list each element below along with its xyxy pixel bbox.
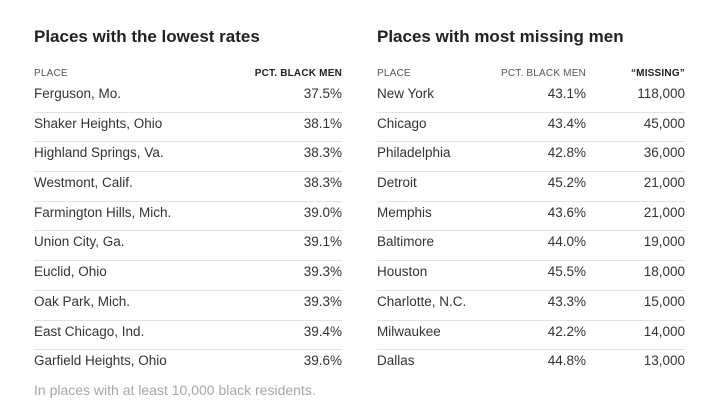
missing-cell: 45,000 [643, 115, 685, 131]
pct-black-men-cell: 39.0% [303, 204, 342, 220]
pct-black-men-cell: 39.1% [303, 234, 342, 250]
place-cell: Oak Park, Mich. [34, 293, 131, 309]
place-cell: Shaker Heights, Ohio [34, 115, 163, 131]
place-cell: Chicago [377, 115, 427, 131]
table-row: Garfield Heights, Ohio 39.6% [34, 349, 342, 379]
missing-cell: 36,000 [643, 145, 685, 161]
pct-black-men-cell: 45.2% [547, 175, 586, 191]
table-row: Shaker Heights, Ohio 38.1% [34, 111, 342, 142]
table-row: Farmington Hills, Mich. 39.0% [34, 200, 342, 231]
place-cell: Westmont, Calif. [34, 175, 133, 191]
lowest-rates-rows: Ferguson, Mo. 37.5% Shaker Heights, Ohio 38… [34, 83, 342, 379]
missing-men-table: Places with most missing men PLACE PCT. … [377, 26, 685, 379]
pct-black-men-cell: 43.6% [547, 204, 586, 220]
column-header-pct-black-men: PCT. BLACK MEN [500, 68, 586, 79]
place-cell: Garfield Heights, Ohio [34, 353, 167, 369]
missing-cell: 118,000 [637, 86, 685, 101]
missing-cell: 21,000 [643, 204, 685, 220]
place-cell: Detroit [377, 175, 417, 191]
pct-black-men-cell: 43.1% [547, 86, 586, 101]
pct-black-men-cell: 44.0% [547, 234, 586, 250]
lowest-rates-title: Places with the lowest rates [34, 27, 260, 46]
table-row: Westmont, Calif. 38.3% [34, 171, 342, 201]
missing-cell: 19,000 [643, 234, 685, 250]
place-cell: Charlotte, N.C. [377, 293, 467, 309]
table-row: Union City, Ga. 39.1% [34, 230, 342, 260]
table-row: Philadelphia 42.8% 36,000 [377, 141, 685, 171]
pct-black-men-cell: 43.3% [547, 293, 586, 309]
missing-cell: 13,000 [643, 353, 685, 369]
place-cell: East Chicago, Ind. [34, 323, 145, 339]
missing-cell: 21,000 [643, 175, 685, 191]
place-cell: Houston [377, 264, 428, 280]
table-row: Houston 45.5% 18,000 [377, 260, 685, 290]
place-cell: Baltimore [377, 234, 435, 250]
pct-black-men-cell: 44.8% [547, 353, 586, 369]
table-row: Dallas 44.8% 13,000 [377, 349, 685, 379]
table-row: Highland Springs, Va. 38.3% [34, 141, 342, 171]
place-cell: Euclid, Ohio [34, 264, 107, 280]
pct-black-men-cell: 39.3% [303, 293, 342, 309]
table-row: Charlotte, N.C. 43.3% 15,000 [377, 289, 685, 320]
pct-black-men-cell: 43.4% [547, 115, 586, 131]
lowest-rates-table: Places with the lowest rates PLACE PCT. … [34, 26, 342, 379]
table-row: Memphis 43.6% 21,000 [377, 200, 685, 231]
pct-black-men-cell: 38.1% [303, 115, 342, 131]
place-cell: Dallas [377, 353, 415, 369]
column-header-missing: “MISSING” [630, 68, 685, 79]
place-cell: Memphis [377, 204, 432, 220]
place-cell: New York [377, 86, 435, 101]
missing-men-title: Places with most missing men [377, 27, 624, 46]
pct-black-men-cell: 39.3% [303, 264, 342, 280]
table-row: Milwaukee 42.2% 14,000 [377, 319, 685, 350]
place-cell: Union City, Ga. [34, 234, 125, 250]
column-header-pct-black-men: PCT. BLACK MEN [254, 68, 342, 79]
table-row: Baltimore 44.0% 19,000 [377, 230, 685, 260]
table-row: Chicago 43.4% 45,000 [377, 111, 685, 142]
place-cell: Ferguson, Mo. [34, 86, 122, 101]
place-cell: Farmington Hills, Mich. [34, 204, 172, 220]
pct-black-men-cell: 45.5% [547, 264, 586, 280]
missing-cell: 15,000 [643, 293, 685, 309]
place-cell: Philadelphia [377, 145, 451, 161]
missing-cell: 14,000 [643, 323, 685, 339]
table-row: New York 43.1% 118,000 [377, 83, 685, 112]
pct-black-men-cell: 39.6% [303, 353, 342, 369]
table-row: Detroit 45.2% 21,000 [377, 171, 685, 201]
footnote: In places with at least 10,000 black res… [34, 382, 316, 398]
missing-cell: 18,000 [643, 264, 685, 280]
table-row: Euclid, Ohio 39.3% [34, 260, 342, 290]
pct-black-men-cell: 38.3% [303, 145, 342, 161]
pct-black-men-cell: 38.3% [303, 175, 342, 191]
missing-men-header-row: PLACE PCT. BLACK MEN “MISSING” [377, 68, 685, 82]
pct-black-men-cell: 39.4% [303, 323, 342, 339]
lowest-rates-header-row: PLACE PCT. BLACK MEN [34, 68, 342, 82]
column-header-place: PLACE [377, 68, 411, 79]
pct-black-men-cell: 37.5% [303, 86, 342, 101]
place-cell: Highland Springs, Va. [34, 145, 164, 161]
table-row: East Chicago, Ind. 39.4% [34, 319, 342, 350]
place-cell: Milwaukee [377, 323, 441, 339]
missing-men-rows: New York 43.1% 118,000 Chicago 43.4% 45,000 Ph… [377, 83, 685, 379]
pct-black-men-cell: 42.8% [547, 145, 586, 161]
table-row: Oak Park, Mich. 39.3% [34, 289, 342, 320]
pct-black-men-cell: 42.2% [547, 323, 586, 339]
table-row: Ferguson, Mo. 37.5% [34, 83, 342, 112]
column-header-place: PLACE [34, 68, 68, 79]
